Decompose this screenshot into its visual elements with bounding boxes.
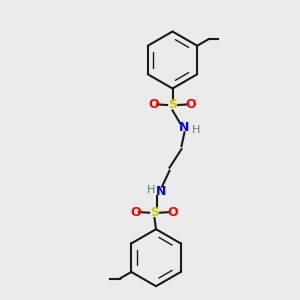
Text: O: O — [148, 98, 159, 111]
Text: S: S — [168, 98, 177, 112]
Text: N: N — [179, 121, 190, 134]
Text: N: N — [156, 184, 166, 198]
Text: O: O — [130, 206, 141, 219]
Text: H: H — [192, 125, 200, 135]
Text: O: O — [168, 206, 178, 219]
Text: O: O — [186, 98, 196, 111]
Text: H: H — [147, 185, 155, 195]
Text: S: S — [150, 206, 159, 219]
